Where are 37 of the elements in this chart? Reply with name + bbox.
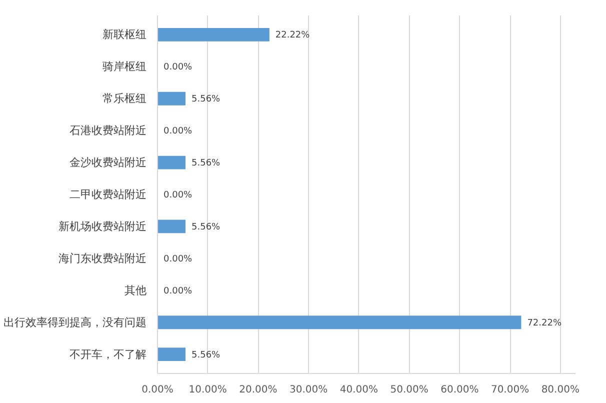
x-tick-label: 20.00%: [239, 384, 278, 396]
bar: [158, 316, 522, 330]
x-tick-label: 40.00%: [340, 384, 378, 396]
x-tick-label: 30.00%: [290, 384, 328, 396]
y-tick-label: 新联枢纽: [102, 28, 146, 42]
y-tick-label: 二甲收费站附近: [70, 188, 146, 201]
data-label: 0.00%: [164, 62, 193, 73]
bar: [158, 348, 186, 362]
y-tick-label: 金沙收费站附近: [70, 156, 146, 170]
y-tick-label: 常乐枢纽: [102, 92, 146, 106]
x-tick-label: 60.00%: [440, 384, 479, 396]
data-label: 72.22%: [527, 318, 562, 328]
data-label: 0.00%: [164, 190, 193, 200]
y-tick-label: 海门东收费站附近: [58, 252, 146, 265]
data-label: 0.00%: [164, 286, 193, 296]
y-tick-label: 出行效率得到提高，没有问题: [4, 316, 146, 329]
data-label: 5.56%: [192, 350, 221, 360]
bar: [158, 220, 186, 234]
x-tick-label: 70.00%: [490, 384, 530, 396]
bar: [158, 28, 270, 42]
bar: [158, 156, 186, 170]
y-tick-label: 不开车，不了解: [70, 348, 146, 361]
x-tick-label: 50.00%: [390, 384, 428, 396]
x-tick-label: 0.00%: [142, 384, 174, 396]
y-tick-label: 石港收费站附近: [70, 124, 146, 138]
data-label: 5.56%: [192, 158, 221, 169]
y-tick-label: 其他: [124, 284, 146, 297]
data-label: 5.56%: [192, 94, 221, 105]
y-tick-label: 新机场收费站附近: [58, 220, 146, 233]
data-label: 22.22%: [275, 30, 310, 41]
x-tick-label: 10.00%: [188, 384, 227, 396]
data-label: 0.00%: [164, 126, 193, 137]
x-tick-label: 80.00%: [541, 384, 580, 396]
data-label: 5.56%: [192, 222, 221, 232]
y-tick-label: 骑岸枢纽: [102, 60, 146, 74]
bar: [158, 92, 186, 106]
data-label: 0.00%: [164, 254, 193, 264]
